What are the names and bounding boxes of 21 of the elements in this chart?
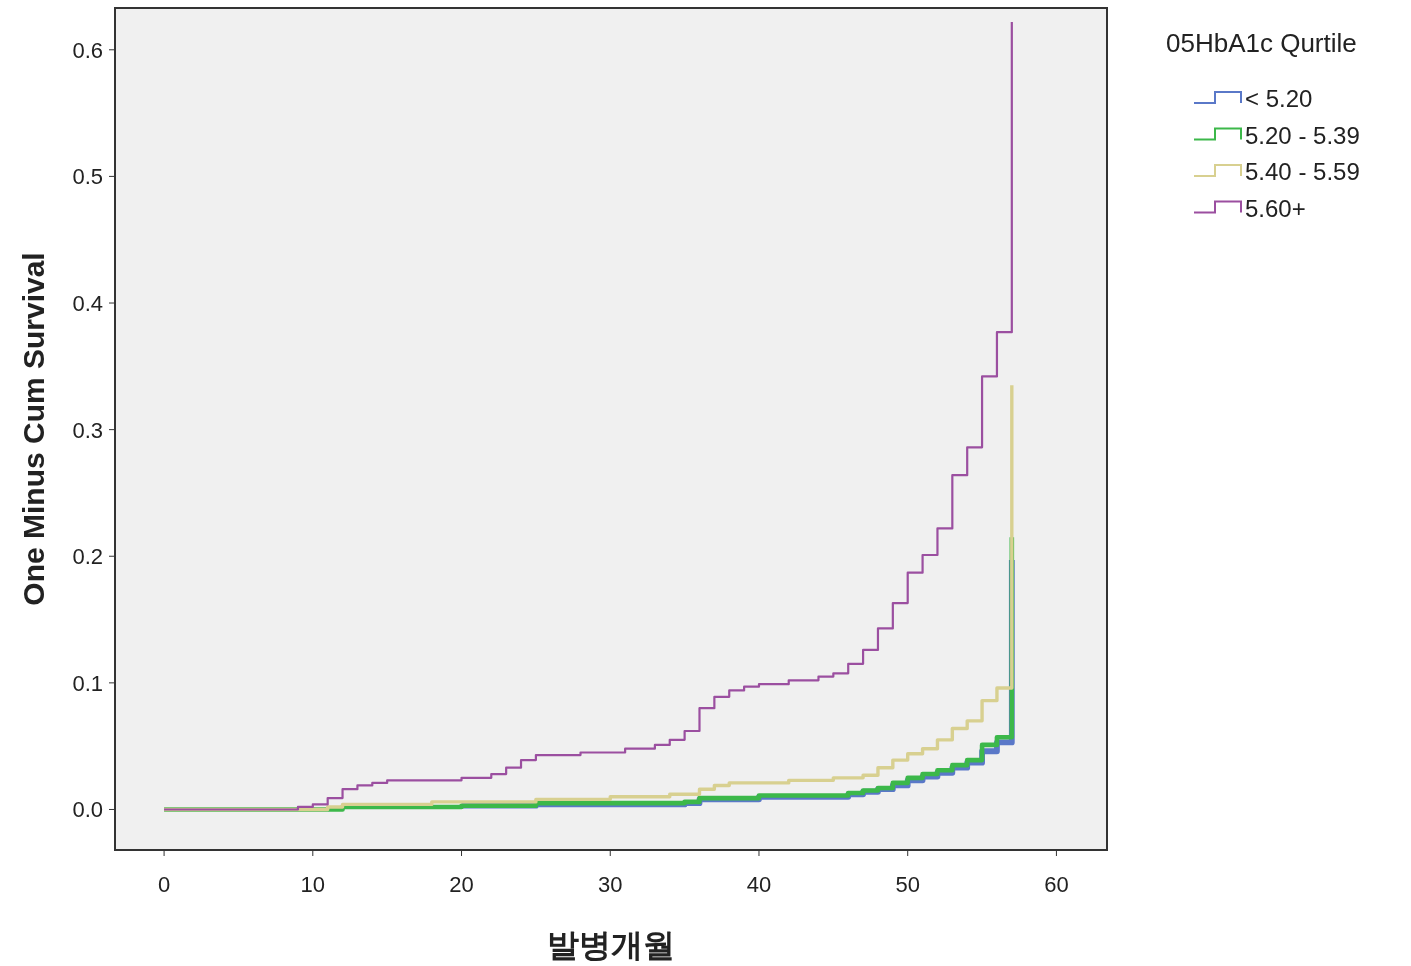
x-tick-label: 50 xyxy=(895,872,920,897)
legend-label: 5.60+ xyxy=(1245,194,1306,222)
y-tick-label: 0.0 xyxy=(72,797,103,823)
legend-title: 05HbA1c Qurtile xyxy=(1166,28,1357,58)
x-tick-label: 20 xyxy=(449,872,474,897)
y-tick-label: 0.5 xyxy=(72,164,103,190)
x-tick-label: 40 xyxy=(746,872,772,897)
y-tick-label: 0.6 xyxy=(72,37,103,63)
y-axis-title: One Minus Cum Survival xyxy=(17,252,50,606)
y-tick-label: 0.2 xyxy=(72,544,103,570)
x-tick-label: 60 xyxy=(1044,872,1069,897)
x-tick-label: 30 xyxy=(598,872,623,897)
x-tick-label: 0 xyxy=(157,872,171,897)
legend-label: < 5.20 xyxy=(1245,85,1313,112)
legend-label: 5.20 - 5.39 xyxy=(1245,121,1360,149)
x-tick-label: 10 xyxy=(300,872,326,897)
x-axis-title: 발병개월 xyxy=(547,927,675,963)
y-tick-label: 0.3 xyxy=(72,417,103,443)
legend-label: 5.40 - 5.59 xyxy=(1245,158,1360,185)
y-tick-label: 0.4 xyxy=(72,291,103,317)
y-tick-label: 0.1 xyxy=(72,670,103,696)
